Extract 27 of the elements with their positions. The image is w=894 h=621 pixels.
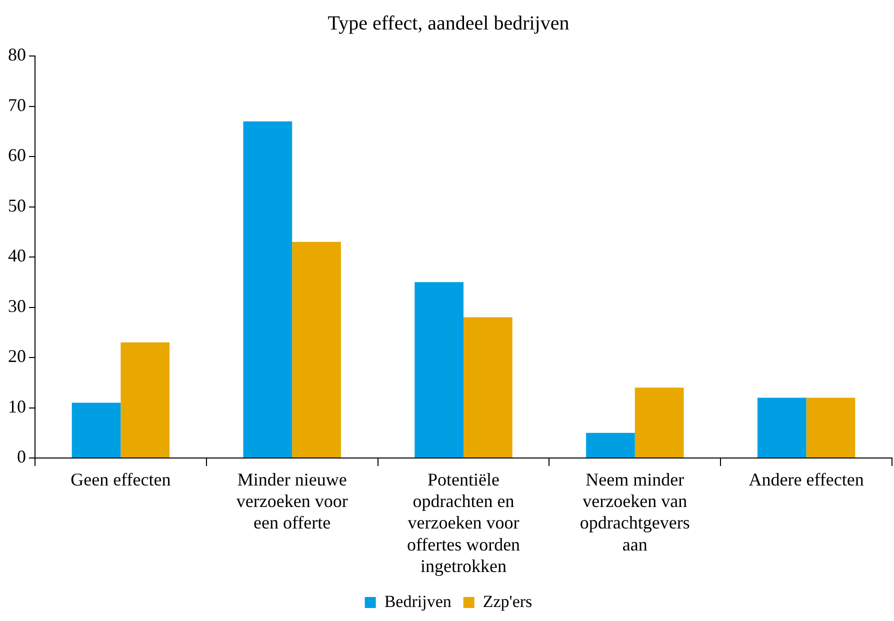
x-tick-label: Neem minder verzoeken van opdrachtgevers aan bbox=[580, 470, 690, 554]
x-tick-label: Minder nieuwe verzoeken voor een offerte bbox=[236, 470, 348, 533]
legend-label: Bedrijven bbox=[384, 592, 452, 611]
y-tick-label: 20 bbox=[8, 346, 26, 366]
legend-label: Zzp'ers bbox=[482, 592, 532, 611]
y-tick-label: 0 bbox=[17, 446, 26, 467]
bar bbox=[634, 388, 684, 458]
bar bbox=[292, 242, 341, 458]
bar bbox=[72, 402, 121, 458]
y-tick-label: 30 bbox=[8, 296, 26, 316]
chart-title: Type effect, aandeel bedrijven bbox=[328, 12, 570, 34]
bar bbox=[757, 398, 806, 458]
bar bbox=[414, 282, 464, 458]
x-tick-label: Geen effecten bbox=[70, 470, 171, 490]
y-tick-label: 40 bbox=[8, 246, 26, 266]
bar bbox=[243, 121, 292, 458]
bar bbox=[806, 398, 856, 458]
y-tick-label: 10 bbox=[8, 396, 26, 416]
bar bbox=[586, 432, 635, 458]
x-tick-label: Potentiële opdrachten en verzoeken voor offertes worden ingetrokken bbox=[406, 470, 520, 576]
bar bbox=[464, 317, 512, 458]
y-tick-label: 80 bbox=[8, 44, 26, 65]
y-tick-label: 50 bbox=[8, 195, 26, 216]
bar bbox=[120, 342, 170, 458]
x-tick-label: Andere effecten bbox=[748, 470, 864, 490]
y-tick-label: 70 bbox=[8, 94, 26, 115]
y-tick-label: 60 bbox=[8, 145, 26, 166]
